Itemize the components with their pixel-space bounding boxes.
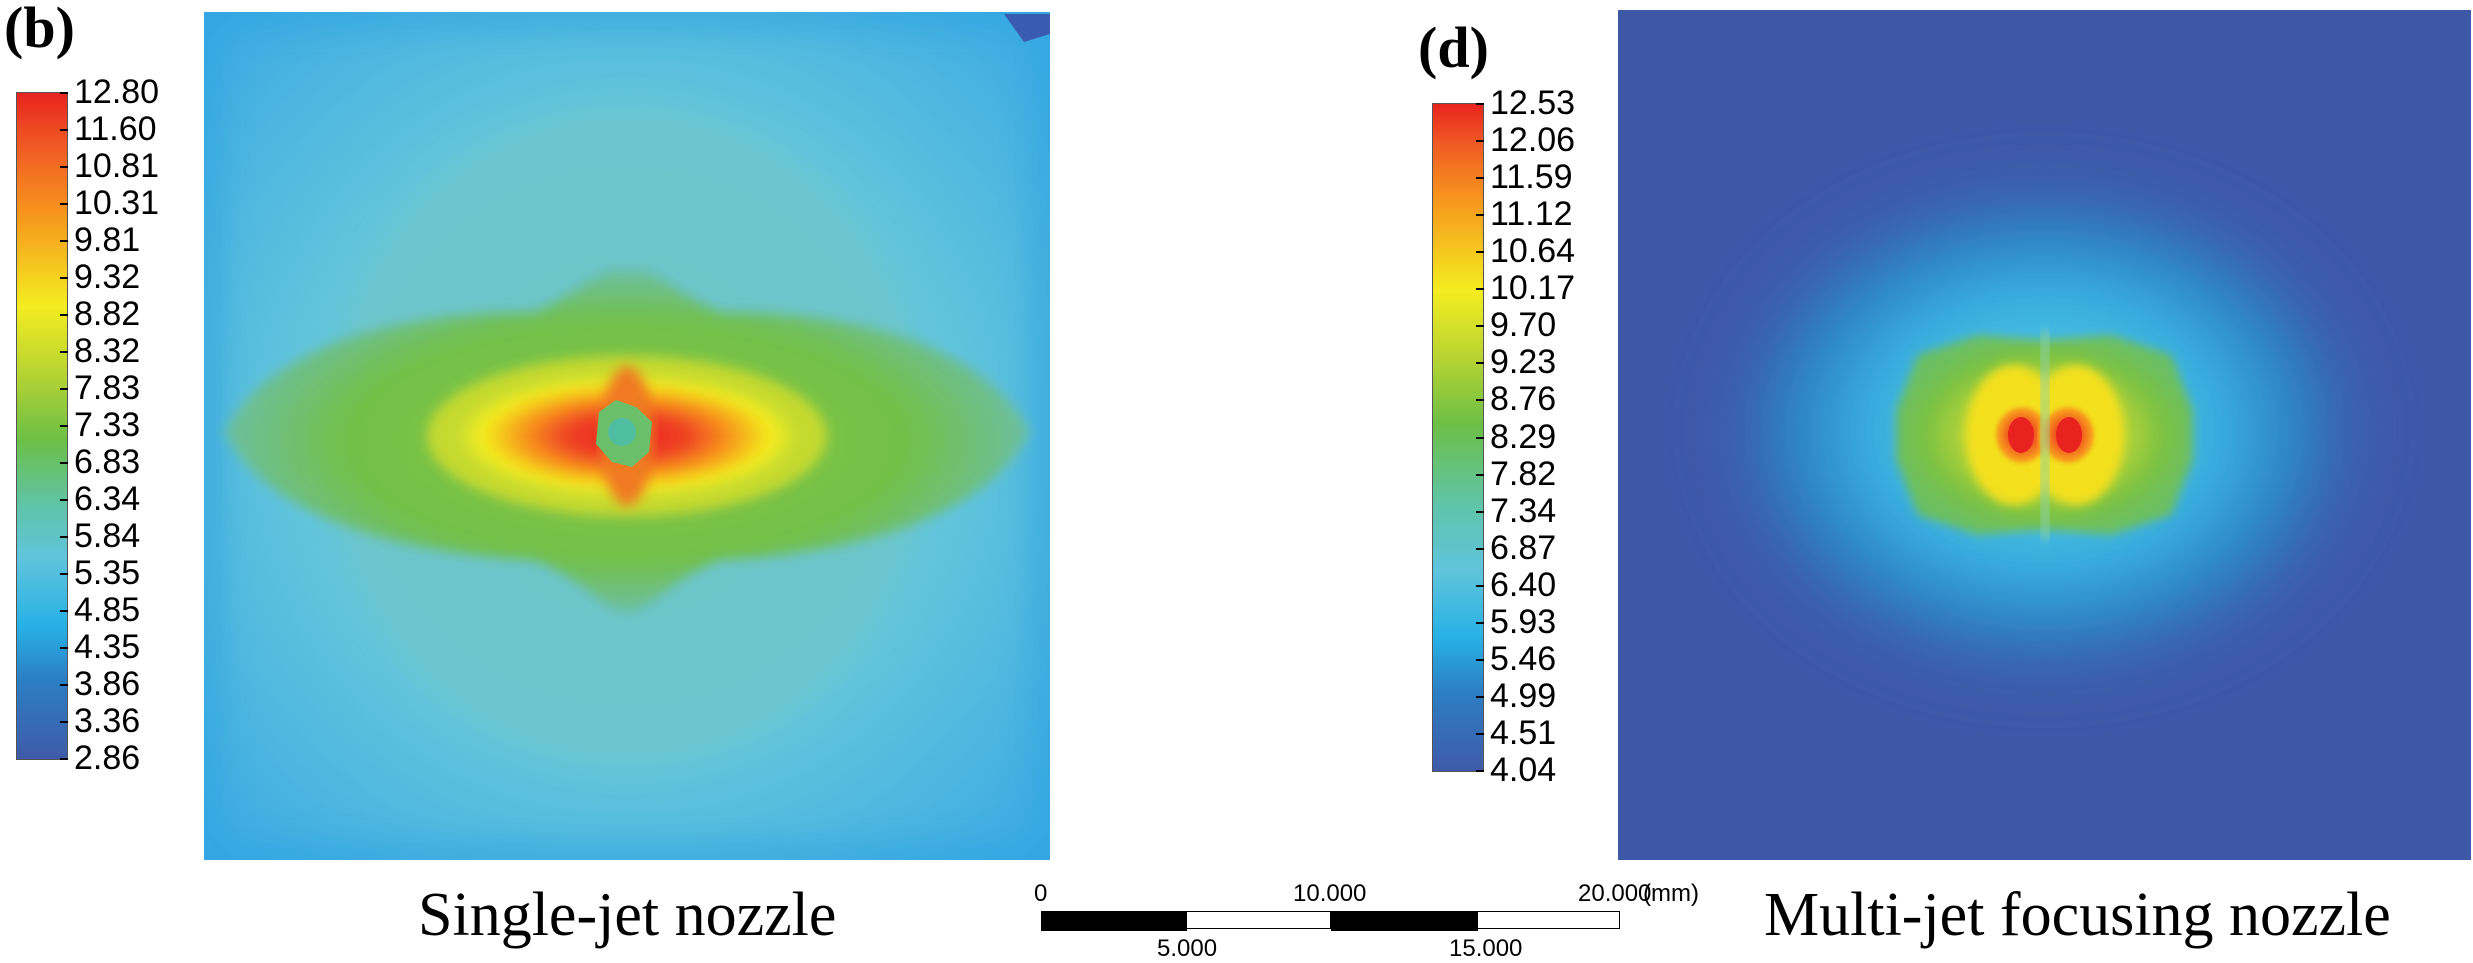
panel-d-tick-mark (1476, 584, 1484, 587)
panel-b-colorbar (16, 92, 68, 760)
panel-d-tick-label: 6.40 (1490, 565, 1557, 604)
panel-d-tick-label: 5.93 (1490, 602, 1557, 641)
panel-d-caption: Multi-jet focusing nozzle (1764, 881, 2391, 949)
panel-d-tick-mark (1476, 399, 1484, 402)
scale-label-20000: 20.000 (1578, 880, 1652, 907)
panel-d-tick-label: 11.12 (1490, 195, 1573, 234)
panel-d-tick-mark (1476, 436, 1484, 439)
panel-b-tick-label: 8.82 (74, 295, 141, 333)
panel-b-contour-map (204, 12, 1050, 860)
panel-b-tick-mark (60, 129, 68, 131)
panel-d-contour-map (1618, 10, 2471, 860)
panel-b-tick-label: 6.34 (74, 480, 141, 518)
scale-unit: (mm) (1643, 880, 1699, 907)
scale-label-10000: 10.000 (1293, 880, 1367, 907)
panel-d-tick-mark (1476, 621, 1484, 624)
panel-d-tick-mark (1476, 770, 1484, 772)
panel-d-tick-mark (1476, 362, 1484, 365)
panel-d-tick-mark (1476, 140, 1484, 143)
panel-d-tick-label: 6.87 (1490, 528, 1557, 567)
panel-b-tick-mark (60, 277, 68, 279)
panel-d-tick-label: 9.70 (1490, 306, 1557, 345)
panel-d-tick-mark (1476, 695, 1484, 698)
panel-b-tick-mark (60, 758, 68, 760)
panel-d-tick-mark (1476, 547, 1484, 550)
panel-b-tick-label: 3.86 (74, 665, 141, 703)
panel-b-tick-mark (60, 314, 68, 316)
panel-b-tick-label: 7.33 (74, 406, 141, 444)
scale-segment-1 (1041, 911, 1187, 931)
panel-b-tick-mark (60, 240, 68, 242)
panel-d-tick-mark (1476, 473, 1484, 476)
panel-b-caption: Single-jet nozzle (418, 881, 837, 949)
panel-d-tick-mark (1476, 177, 1484, 180)
panel-b-tick-mark (60, 166, 68, 168)
panel-d-tick-label: 4.51 (1490, 713, 1557, 752)
panel-d-tick-label: 8.29 (1490, 417, 1557, 456)
panel-b-tick-label: 9.81 (74, 221, 141, 259)
panel-d-tick-mark (1476, 214, 1484, 217)
panel-b-tick-label: 4.85 (74, 591, 141, 629)
panel-d-tick-mark (1476, 658, 1484, 661)
panel-b-tick-label: 3.36 (74, 702, 141, 740)
panel-b-tick-mark (60, 425, 68, 427)
panel-b-tick-label: 6.83 (74, 443, 141, 481)
panel-b-tick-mark (60, 388, 68, 390)
panel-b-tick-mark (60, 351, 68, 353)
panel-d-tick-mark (1476, 325, 1484, 328)
scale-label-0: 0 (1034, 880, 1048, 907)
panel-d-tick-label: 12.06 (1490, 121, 1576, 160)
panel-b-label: (b) (4, 0, 75, 60)
scale-segment-4 (1477, 911, 1620, 929)
panel-b-tick-label: 10.31 (74, 184, 160, 222)
panel-b-tick-label: 11.60 (74, 110, 157, 148)
panel-d-tick-label: 4.99 (1490, 676, 1557, 715)
panel-d-tick-mark (1476, 732, 1484, 735)
scale-label-15000: 15.000 (1449, 935, 1523, 962)
panel-b-tick-label: 5.84 (74, 517, 141, 555)
panel-d-tick-label: 5.46 (1490, 639, 1557, 678)
panel-b-tick-mark (60, 462, 68, 464)
panel-d-tick-label: 7.82 (1490, 454, 1557, 493)
panel-b-tick-mark (60, 647, 68, 649)
panel-d-tick-label: 8.76 (1490, 380, 1557, 419)
panel-b-tick-label: 7.83 (74, 369, 141, 407)
panel-b-tick-label: 10.81 (74, 147, 160, 185)
panel-b-tick-mark (60, 573, 68, 575)
scale-segment-2 (1186, 911, 1331, 929)
panel-d-tick-label: 4.04 (1490, 751, 1557, 789)
panel-b-tick-label: 12.80 (74, 73, 160, 111)
panel-b-tick-label: 9.32 (74, 258, 141, 296)
scale-segment-3 (1331, 911, 1478, 931)
panel-b-tick-mark (60, 499, 68, 501)
panel-b-tick-label: 5.35 (74, 554, 141, 592)
panel-d-tick-label: 11.59 (1490, 158, 1573, 197)
panel-b-tick-mark (60, 203, 68, 205)
panel-b-tick-label: 8.32 (74, 332, 141, 370)
panel-b-tick-label: 2.86 (74, 739, 141, 777)
panel-b-tick-mark (60, 684, 68, 686)
panel-b-tick-mark (60, 610, 68, 612)
scale-label-5000: 5.000 (1157, 935, 1218, 962)
panel-b-tick-mark (60, 721, 68, 723)
panel-d-tick-mark (1476, 510, 1484, 513)
panel-d-tick-label: 9.23 (1490, 343, 1557, 382)
panel-d-tick-mark (1476, 251, 1484, 254)
panel-b-tick-label: 4.35 (74, 628, 141, 666)
panel-d-label: (d) (1418, 15, 1489, 80)
panel-d-tick-label: 10.17 (1490, 269, 1576, 308)
panel-d-tick-mark (1476, 103, 1484, 105)
panel-b-tick-mark (60, 92, 68, 94)
panel-d-tick-mark (1476, 288, 1484, 291)
panel-b-tick-mark (60, 536, 68, 538)
panel-d-tick-label: 12.53 (1490, 84, 1576, 122)
panel-d-tick-label: 10.64 (1490, 232, 1576, 271)
panel-d-tick-label: 7.34 (1490, 491, 1557, 530)
